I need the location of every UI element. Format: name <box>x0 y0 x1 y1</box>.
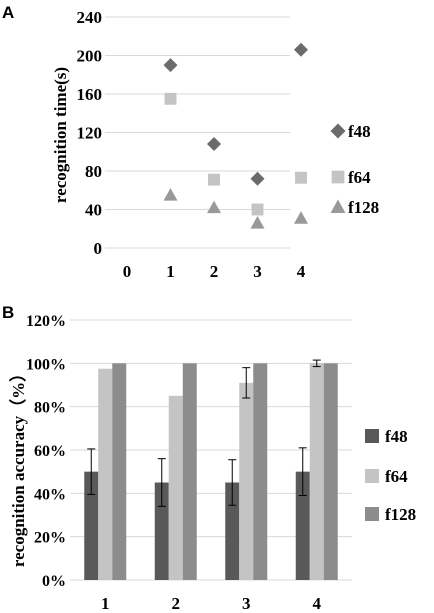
y-axis-label: recognition time(s) <box>51 67 70 203</box>
data-point <box>207 137 221 152</box>
data-point <box>294 211 308 224</box>
y-tick-label: 20% <box>34 530 66 547</box>
legend: f48 f64 f128 <box>330 122 379 217</box>
panel-a-label: A <box>2 3 14 22</box>
y-tick-label: 40 <box>85 201 102 220</box>
bar <box>98 368 113 580</box>
bar <box>182 363 197 580</box>
legend-marker <box>331 170 345 184</box>
bar <box>112 363 127 580</box>
bar <box>154 482 169 580</box>
bar <box>309 363 324 580</box>
bar <box>295 471 310 580</box>
y-tick-label: 100% <box>26 356 66 373</box>
y-tick-label: 80% <box>34 400 66 417</box>
x-tick-label: 3 <box>253 262 262 281</box>
bar <box>323 363 338 580</box>
y-axis-label: recognition accuracy（%） <box>8 365 28 567</box>
data-point <box>163 188 178 201</box>
legend-label: f64 <box>348 168 371 187</box>
data-point <box>295 171 307 184</box>
data-point <box>251 203 264 216</box>
legend-label: f128 <box>385 505 416 524</box>
data-point <box>164 92 177 105</box>
legend-swatch <box>365 469 379 483</box>
y-tick-label: 60% <box>34 443 66 460</box>
data-point <box>250 171 265 186</box>
bar <box>225 482 240 580</box>
legend-swatch <box>365 507 379 521</box>
legend-marker <box>330 123 346 139</box>
bar <box>239 382 254 580</box>
legend-label: f48 <box>348 122 371 141</box>
x-tick-label: 1 <box>166 262 175 281</box>
x-tick-label: 4 <box>297 262 306 281</box>
legend-label: f64 <box>385 467 408 486</box>
legend: f48 f64 f128 <box>365 427 416 524</box>
data-point <box>163 58 178 73</box>
legend-swatch <box>365 429 379 443</box>
legend-label: f48 <box>385 427 408 446</box>
y-tick-label: 80 <box>85 162 102 181</box>
y-tick-label: 120% <box>26 313 66 330</box>
y-tick-label: 240 <box>77 8 103 27</box>
y-tick-label: 0 <box>94 239 103 258</box>
y-tick-label: 0% <box>42 573 66 590</box>
scatter-chart: 0 40 80 120 160 200 240 0 1 2 3 4 recognition time… <box>51 8 379 281</box>
data-point <box>294 42 308 57</box>
panel-b-label: B <box>2 303 14 322</box>
x-tick-label: 2 <box>172 594 181 613</box>
y-tick-label: 120 <box>77 124 103 143</box>
x-tick-label: 0 <box>123 262 132 281</box>
bar <box>253 363 268 580</box>
bar <box>168 395 183 580</box>
x-tick-label: 2 <box>210 262 219 281</box>
data-point <box>208 173 220 186</box>
y-tick-label: 160 <box>77 85 103 104</box>
bar <box>84 471 99 580</box>
x-tick-label: 4 <box>313 594 322 613</box>
legend-label: f128 <box>348 198 379 217</box>
x-tick-label: 3 <box>242 594 251 613</box>
data-point <box>250 215 265 229</box>
bar-chart: 0% 20% 40% 60% 80% 100% 120% 1 2 3 4 recognition … <box>8 313 416 613</box>
y-tick-label: 40% <box>34 486 66 503</box>
data-point <box>207 200 221 214</box>
y-tick-label: 200 <box>77 47 103 66</box>
x-tick-label: 1 <box>101 594 110 613</box>
legend-marker <box>330 199 346 213</box>
